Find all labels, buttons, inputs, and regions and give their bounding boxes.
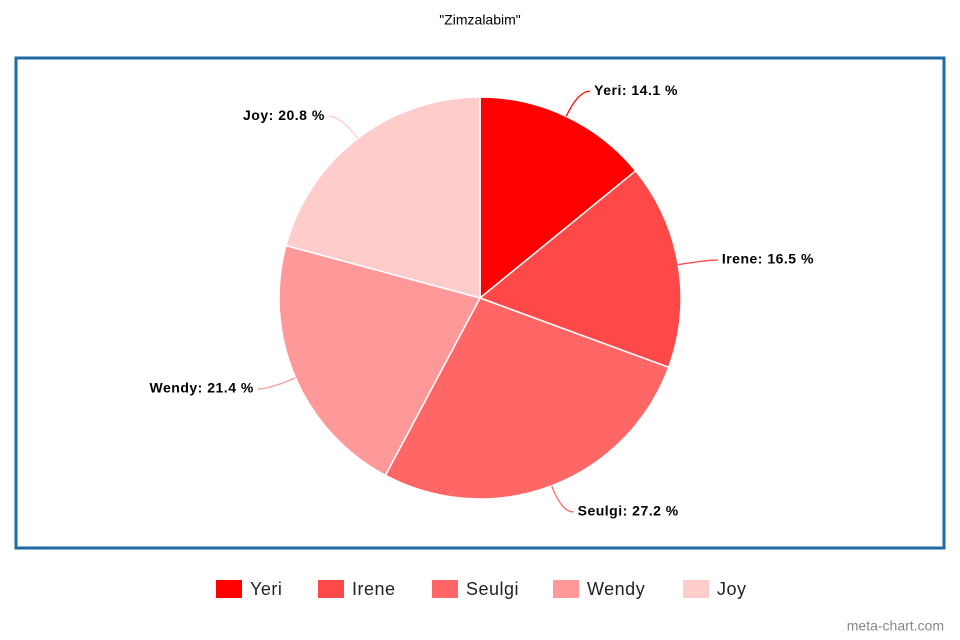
legend-swatch bbox=[216, 580, 242, 598]
data-label: Yeri: 14.1 % bbox=[594, 82, 678, 98]
leader-line bbox=[257, 377, 296, 390]
legend-swatch bbox=[432, 580, 458, 598]
legend-label: Joy bbox=[717, 579, 747, 599]
data-label: Wendy: 21.4 % bbox=[150, 380, 254, 396]
data-label: Joy: 20.8 % bbox=[243, 107, 325, 123]
pie-slice bbox=[384, 297, 670, 500]
pie-slice bbox=[478, 169, 682, 369]
legend-swatch bbox=[683, 580, 709, 598]
pie-slice bbox=[278, 244, 482, 477]
plot-frame bbox=[14, 56, 946, 550]
legend-label: Seulgi bbox=[466, 579, 519, 599]
legend-swatch bbox=[318, 580, 344, 598]
leader-line bbox=[551, 485, 574, 513]
legend-label: Wendy bbox=[587, 579, 645, 599]
chart-title: "Zimzalabim" bbox=[439, 12, 521, 28]
data-label: Irene: 16.5 % bbox=[722, 251, 814, 267]
legend-label: Irene bbox=[352, 579, 396, 599]
data-label: Seulgi: 27.2 % bbox=[578, 503, 679, 519]
leader-line bbox=[328, 115, 359, 139]
leader-line bbox=[678, 259, 718, 266]
leader-line bbox=[565, 90, 591, 117]
legend-label: Yeri bbox=[250, 579, 282, 599]
watermark: meta-chart.com bbox=[847, 618, 944, 634]
legend-swatch bbox=[553, 580, 579, 598]
pie-slice bbox=[285, 96, 481, 299]
